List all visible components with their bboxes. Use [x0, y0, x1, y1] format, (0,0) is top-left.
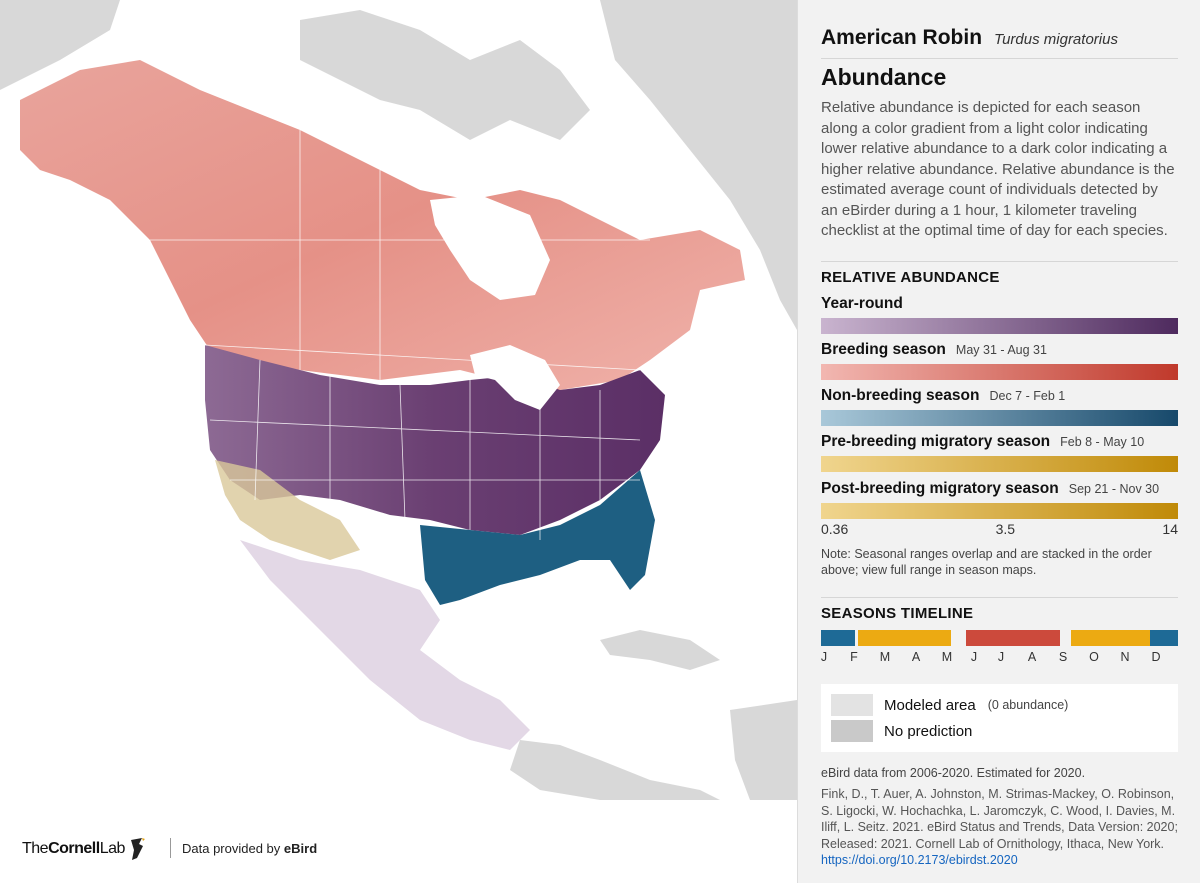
divider [821, 261, 1178, 262]
citation: Fink, D., T. Auer, A. Johnston, M. Strim… [821, 786, 1178, 869]
divider [821, 58, 1178, 59]
color-gradient-bar [821, 364, 1178, 380]
color-gradient-bar [821, 318, 1178, 334]
footer-divider [170, 838, 171, 858]
season-dates: Dec 7 - Feb 1 [989, 389, 1066, 403]
timeline-pre-breeding [858, 630, 951, 646]
scientific-name: Turdus migratorius [994, 31, 1118, 48]
breeding-range-north [20, 60, 745, 390]
hudson-bay [430, 195, 550, 300]
season-name: Pre-breeding migratory season [821, 433, 1051, 450]
month-label: M [879, 650, 891, 664]
color-gradient-bar [821, 410, 1178, 426]
credit-prefix: Data provided by [182, 841, 284, 856]
scale-min: 0.36 [821, 521, 849, 537]
abundance-scale: 0.36 3.5 14 [821, 521, 1178, 537]
season-name: Breeding season [821, 341, 946, 358]
no-prediction-swatch [831, 720, 873, 742]
bird-logo-icon [130, 838, 145, 860]
month-label: J [820, 650, 828, 664]
month-label: A [911, 650, 921, 664]
ebird-link[interactable]: eBird [283, 841, 318, 856]
arctic-islands [300, 10, 590, 140]
season-non-breeding[interactable]: Non-breeding season Dec 7 - Feb 1 [821, 387, 1178, 426]
greenland-landmass [600, 0, 797, 330]
data-credit: Data provided by eBird [182, 841, 317, 856]
season-post-breeding-migratory[interactable]: Post-breeding migratory season Sep 21 - N… [821, 480, 1178, 519]
seasons-timeline-title: SEASONS TIMELINE [821, 605, 974, 622]
central-america [510, 740, 720, 800]
month-label: A [1027, 650, 1037, 664]
season-name: Non-breeding season [821, 387, 980, 404]
month-label: J [997, 650, 1005, 664]
season-name: Post-breeding migratory season [821, 480, 1059, 497]
logo-prefix: The [22, 840, 49, 857]
no-prediction-label: No prediction [884, 722, 973, 740]
timeline-nonbreeding-start [821, 630, 855, 646]
abundance-description: Relative abundance is depicted for each … [821, 99, 1175, 239]
month-label: M [941, 650, 953, 664]
modeled-area-sub: (0 abundance) [987, 698, 1069, 712]
section-title: Abundance [821, 64, 947, 90]
month-label: F [850, 650, 858, 664]
season-year-round[interactable]: Year-round [821, 295, 1178, 334]
divider [821, 597, 1178, 598]
color-gradient-bar [821, 503, 1178, 519]
scale-mid: 3.5 [995, 521, 1016, 537]
season-dates: May 31 - Aug 31 [955, 343, 1047, 357]
season-name: Year-round [821, 295, 903, 312]
month-label: O [1089, 650, 1099, 664]
south-america-edge [730, 700, 797, 800]
map-legend: Modeled area (0 abundance) No prediction [821, 684, 1178, 752]
season-breeding[interactable]: Breeding season May 31 - Aug 31 [821, 341, 1178, 380]
relative-abundance-title: RELATIVE ABUNDANCE [821, 269, 1000, 286]
data-years: eBird data from 2006-2020. Estimated for… [821, 766, 1086, 780]
timeline-nonbreeding-end [1150, 630, 1178, 646]
species-header: American Robin Turdus migratorius [821, 26, 1178, 50]
citation-text: Fink, D., T. Auer, A. Johnston, M. Strim… [821, 787, 1178, 851]
modeled-area-label: Modeled area [884, 696, 976, 714]
side-panel: American Robin Turdus migratorius Abunda… [797, 0, 1200, 883]
state-borders [150, 130, 650, 540]
modeled-area-swatch [831, 694, 873, 716]
legend-modeled-area: Modeled area (0 abundance) [831, 694, 1068, 716]
species-name: American Robin [821, 26, 983, 49]
stacking-note: Note: Seasonal ranges overlap and are st… [821, 547, 1152, 577]
caribbean-islands [600, 630, 720, 670]
siberia-landmass [0, 0, 120, 90]
season-pre-breeding-migratory[interactable]: Pre-breeding migratory season Feb 8 - May… [821, 433, 1178, 472]
timeline-post-breeding [1071, 630, 1150, 646]
season-dates: Sep 21 - Nov 30 [1068, 482, 1160, 496]
seasons-timeline [821, 630, 1178, 646]
southwest-migratory-area [215, 460, 360, 560]
map-canvas [0, 0, 797, 800]
legend-no-prediction: No prediction [831, 720, 972, 742]
month-label: D [1151, 650, 1161, 664]
scale-max: 14 [1162, 521, 1178, 537]
cornell-lab-logo[interactable]: The Cornell Lab [22, 836, 146, 862]
doi-link[interactable]: https://doi.org/10.2173/ebirdst.2020 [821, 853, 1018, 867]
month-label: N [1120, 650, 1130, 664]
abundance-map[interactable] [0, 0, 797, 800]
month-label: S [1058, 650, 1068, 664]
month-label: J [970, 650, 978, 664]
mexico-modeled-area [240, 540, 530, 750]
non-breeding-range [420, 470, 655, 605]
logo-suffix: Lab [99, 840, 126, 857]
timeline-breeding [966, 630, 1060, 646]
season-dates: Feb 8 - May 10 [1060, 435, 1145, 449]
color-gradient-bar [821, 456, 1178, 472]
logo-bold: Cornell [48, 840, 100, 857]
timeline-months: J F M A M J J A S O N D [821, 650, 1178, 666]
